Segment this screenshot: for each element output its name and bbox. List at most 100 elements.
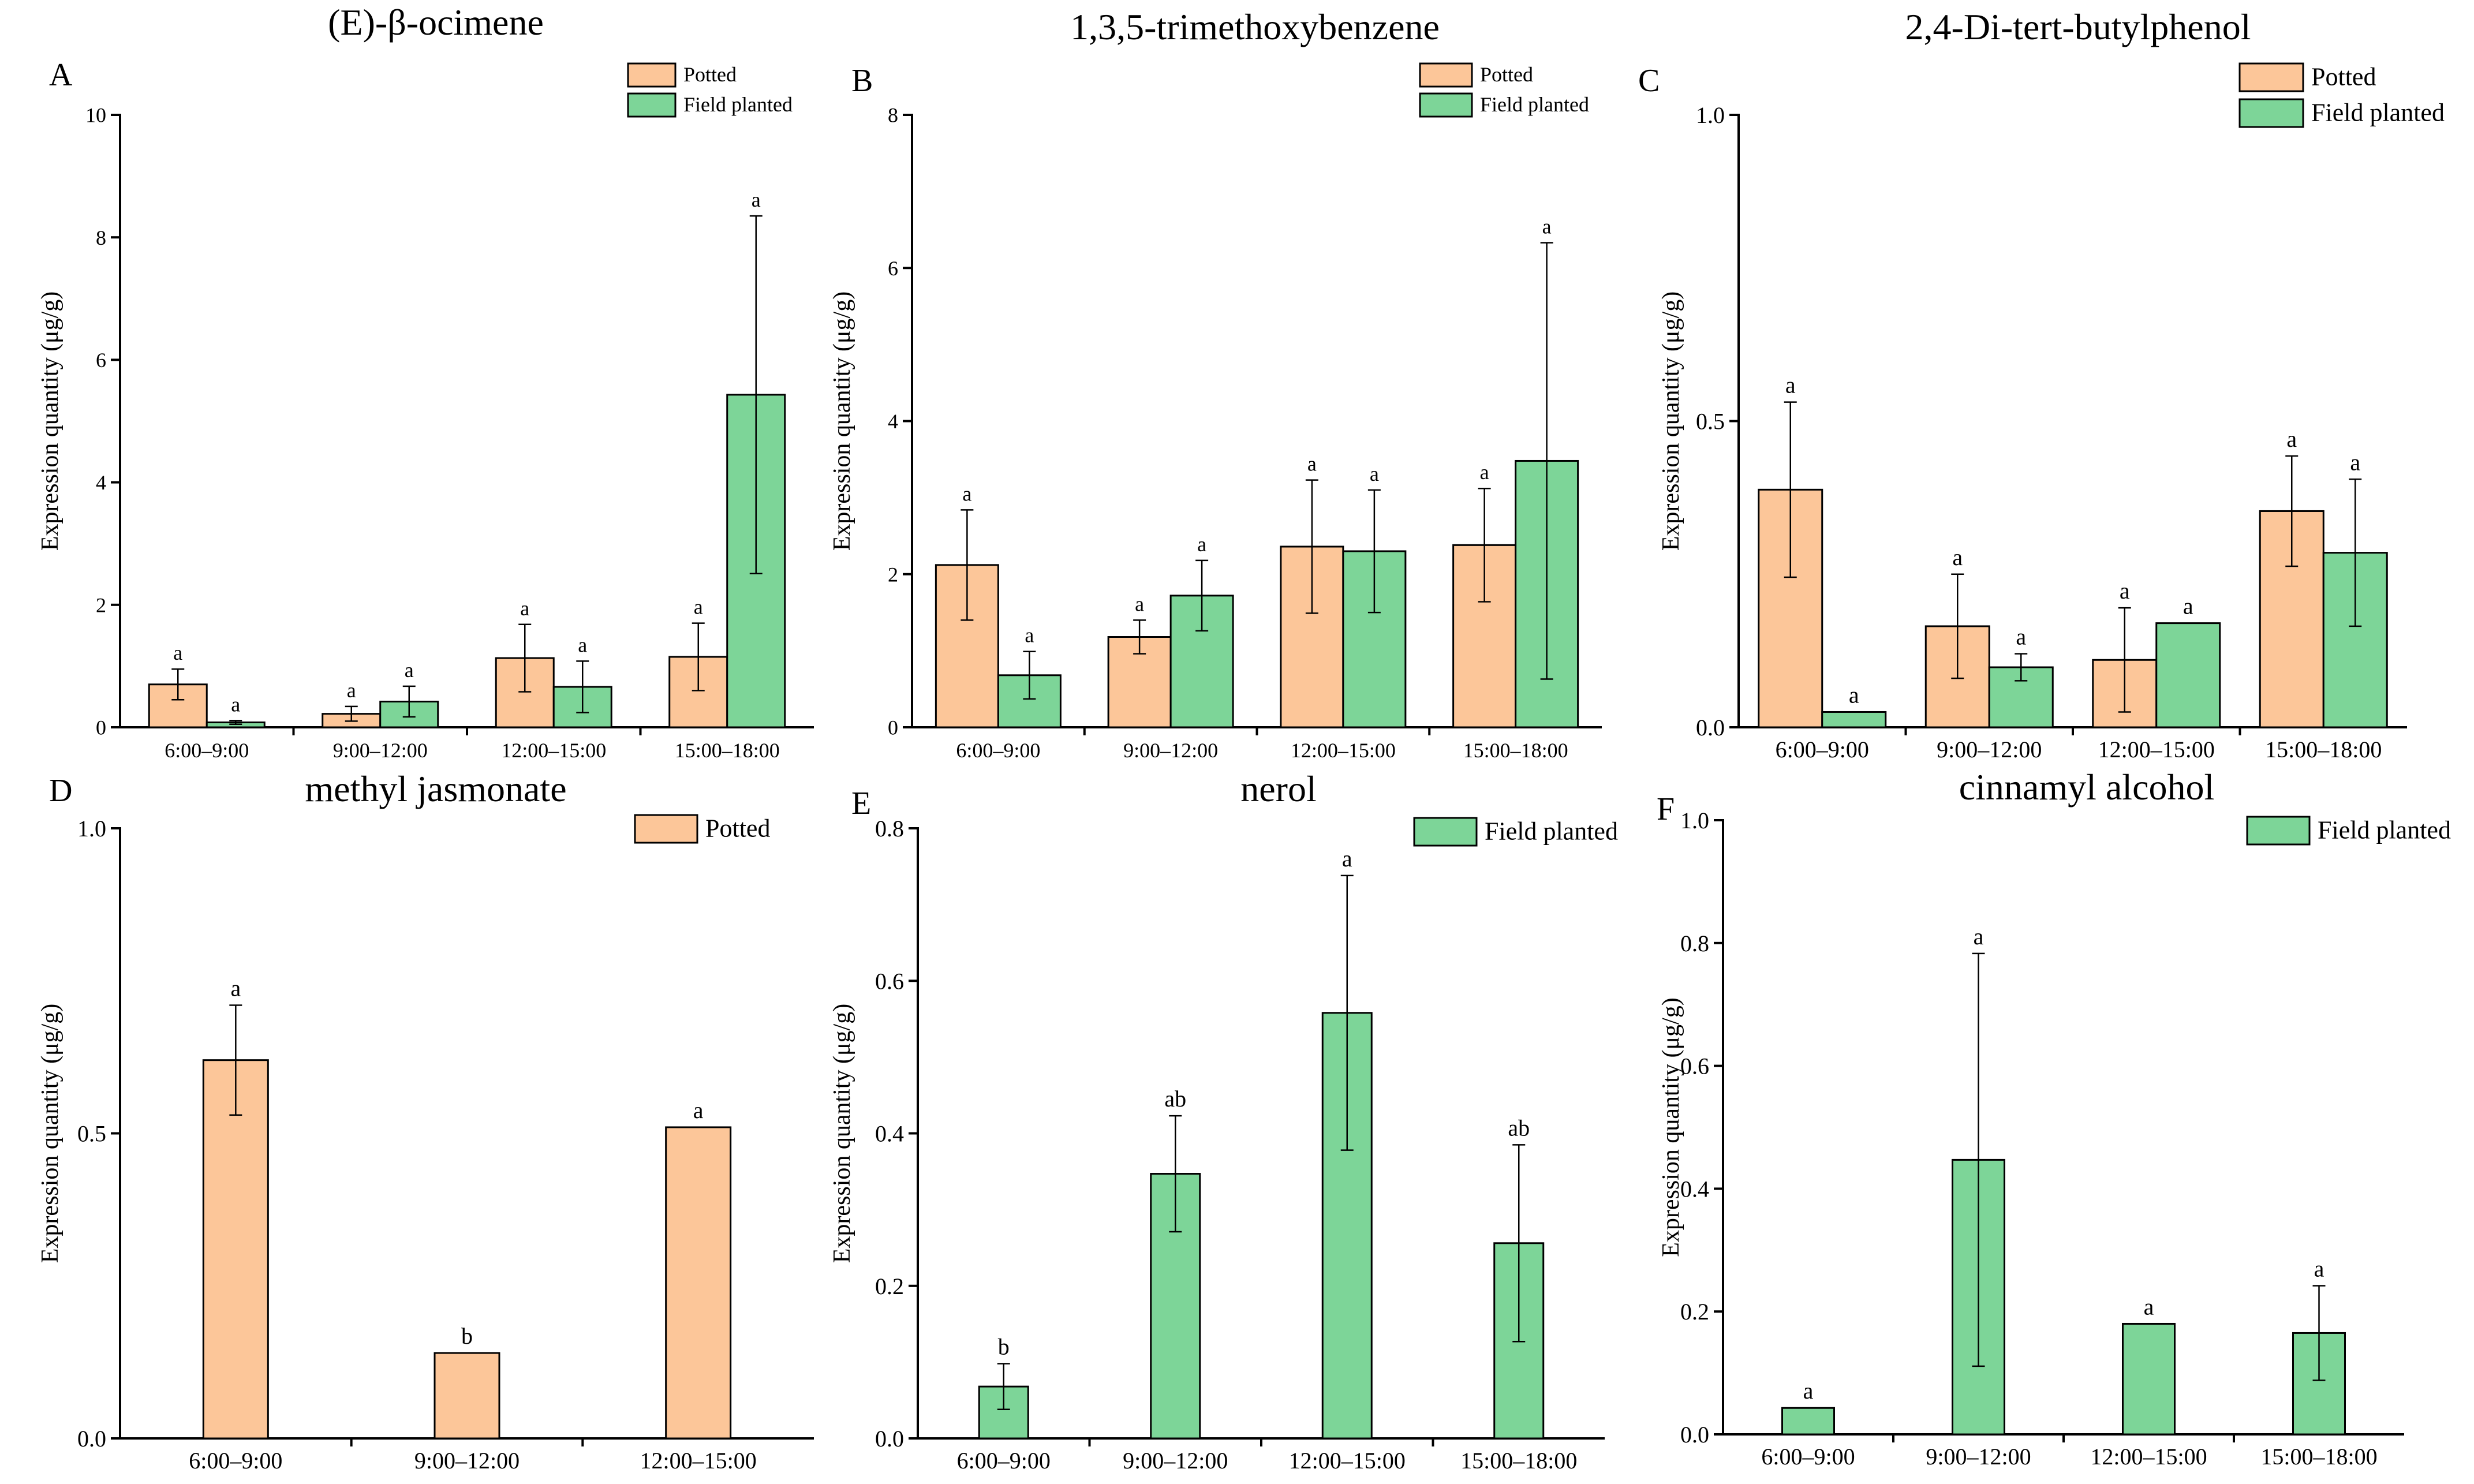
significance-label: b [461, 1323, 473, 1349]
significance-label: a [1342, 846, 1352, 872]
significance-label: a [1307, 453, 1317, 476]
x-tick-label: 6:00–9:00 [1761, 1444, 1855, 1470]
legend-label: Potted [705, 814, 770, 842]
y-tick-label: 0.4 [1680, 1176, 1709, 1202]
panel-title: cinnamyl alcohol [1959, 767, 2215, 808]
y-tick-label: 6 [888, 257, 898, 280]
y-tick-label: 0.0 [875, 1426, 904, 1452]
y-axis-label: Expression quantity (μg/g) [829, 1004, 855, 1263]
y-axis-label: Expression quantity (μg/g) [1658, 997, 1684, 1257]
y-axis-label: Expression quantity (μg/g) [1658, 291, 1684, 551]
significance-label: a [694, 596, 703, 619]
significance-label: a [1370, 462, 1379, 485]
bar-potted [433, 1352, 500, 1440]
legend-label: Potted [1480, 63, 1533, 86]
legend-swatch-field-planted [627, 92, 677, 118]
y-tick-label: 2 [888, 563, 898, 586]
x-tick-label: 15:00–18:00 [2265, 737, 2382, 762]
panel-e: nerol E 0.0 0.2 0.4 0.6 0.8 Expression quantity… [829, 768, 1618, 1474]
legend-swatch-field-planted [2246, 816, 2311, 846]
significance-label: a [1974, 924, 1984, 950]
y-tick-label: 0 [96, 716, 106, 739]
significance-label: a [2314, 1256, 2324, 1282]
panel-f: cinnamyl alcohol F 0.0 0.2 0.4 0.6 0.8 1.0 Expre… [1657, 767, 2451, 1470]
panel-d: methyl jasmonate D 0.0 0.5 1.0 Expression qua… [37, 768, 814, 1474]
significance-label: a [1197, 533, 1206, 556]
legend-label: Field planted [2311, 98, 2445, 126]
y-tick-label: 10 [85, 104, 106, 127]
legend-swatch-potted [2238, 62, 2304, 92]
legend-label: Potted [2311, 62, 2376, 91]
y-axis-label: Expression quantity (μg/g) [829, 291, 855, 551]
legend-label: Potted [683, 63, 737, 86]
panel-title: 1,3,5-trimethoxybenzene [1070, 6, 1440, 47]
panel-title: 2,4-Di-tert-butylphenol [1905, 6, 2251, 47]
y-tick-label: 0.0 [77, 1426, 106, 1452]
y-tick-label: 6 [96, 349, 106, 372]
x-tick-label: 6:00–9:00 [957, 1448, 1051, 1474]
y-tick-label: 0.5 [1696, 409, 1725, 435]
significance-label: a [231, 693, 240, 716]
y-tick-label: 8 [888, 104, 898, 127]
x-tick-label: 9:00–12:00 [1937, 737, 2042, 762]
significance-label: a [962, 482, 971, 505]
x-tick-label: 12:00–15:00 [1291, 739, 1396, 762]
panel-letter: D [49, 773, 72, 809]
significance-label: a [1135, 592, 1144, 615]
significance-label: a [2286, 426, 2297, 452]
legend-swatch-field-planted [1413, 817, 1478, 847]
significance-label: a [2016, 624, 2026, 650]
significance-label: b [998, 1334, 1010, 1360]
significance-label: a [2183, 593, 2193, 619]
bar-potted [202, 1059, 269, 1440]
y-tick-label: 0.2 [1680, 1299, 1709, 1325]
significance-label: a [1849, 682, 1859, 708]
panel-title: nerol [1240, 768, 1317, 809]
panel-letter: E [851, 786, 871, 821]
x-tick-label: 12:00–15:00 [640, 1448, 757, 1474]
y-tick-label: 0.6 [875, 968, 904, 994]
significance-label: ab [1508, 1115, 1530, 1141]
y-axis-label: Expression quantity (μg/g) [37, 291, 63, 551]
significance-label: a [693, 1097, 704, 1123]
significance-label: a [752, 188, 761, 211]
bar-field-planted [2155, 622, 2221, 728]
y-tick-label: 8 [96, 226, 106, 249]
y-tick-label: 0 [888, 716, 898, 739]
significance-label: a [2144, 1294, 2154, 1319]
significance-label: a [347, 679, 356, 702]
panel-a: (E)-β-ocimene A 0 2 4 6 8 10 Expression quantity… [37, 2, 814, 762]
y-tick-label: 0.2 [875, 1273, 904, 1299]
y-tick-label: 0.6 [1680, 1053, 1709, 1079]
y-tick-label: 0.5 [77, 1121, 106, 1147]
y-tick-label: 4 [96, 471, 106, 494]
legend-swatch-potted [1419, 62, 1473, 88]
significance-label: a [1952, 544, 1963, 570]
panel-letter: B [851, 63, 873, 99]
y-tick-label: 1.0 [1680, 808, 1709, 833]
significance-label: a [2120, 578, 2130, 604]
x-tick-label: 9:00–12:00 [1123, 739, 1218, 762]
significance-label: a [1803, 1378, 1814, 1404]
x-tick-label: 12:00–15:00 [1289, 1448, 1406, 1474]
x-tick-label: 15:00–18:00 [2260, 1444, 2377, 1470]
legend-label: Field planted [2318, 816, 2451, 844]
significance-label: a [1480, 461, 1489, 484]
y-tick-label: 0.0 [1680, 1422, 1709, 1448]
x-tick-label: 15:00–18:00 [1460, 1448, 1577, 1474]
significance-label: a [2350, 449, 2360, 475]
x-tick-label: 9:00–12:00 [1123, 1448, 1228, 1474]
bar-field-planted [1821, 711, 1887, 728]
y-tick-label: 0.8 [875, 816, 904, 842]
significance-label: a [1542, 215, 1552, 238]
x-tick-label: 9:00–12:00 [1926, 1444, 2031, 1470]
y-axis-label: Expression quantity (μg/g) [37, 1004, 63, 1263]
panel-title: (E)-β-ocimene [328, 2, 544, 43]
y-tick-label: 0.4 [875, 1121, 904, 1147]
significance-label: a [173, 641, 182, 664]
significance-label: ab [1164, 1086, 1186, 1112]
y-tick-label: 0.8 [1680, 930, 1709, 956]
bar-potted [665, 1126, 732, 1440]
x-tick-label: 6:00–9:00 [165, 739, 249, 762]
